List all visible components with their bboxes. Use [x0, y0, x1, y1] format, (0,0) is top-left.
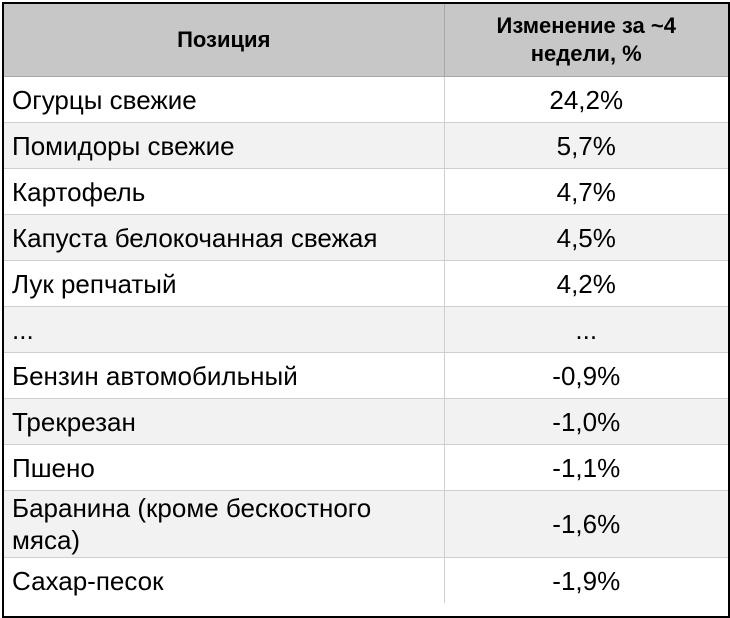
table-row: Сахар-песок -1,9% — [4, 557, 728, 603]
row-value: -0,9% — [444, 352, 728, 399]
row-value: 5,7% — [444, 122, 728, 169]
table-row: Помидоры свежие 5,7% — [4, 122, 728, 169]
price-change-table: Позиция Изменение за ~4 недели, % Огурцы… — [4, 4, 728, 603]
row-name: Картофель — [4, 168, 445, 215]
table-row: Лук репчатый 4,2% — [4, 260, 728, 307]
row-value: 4,5% — [444, 214, 728, 261]
table-row: Картофель 4,7% — [4, 168, 728, 215]
header-position: Позиция — [4, 4, 445, 77]
row-value: 4,2% — [444, 260, 728, 307]
table-row: Баранина (кроме бескостного мяса) -1,6% — [4, 490, 728, 558]
row-name: Лук репчатый — [4, 260, 445, 307]
row-value: -1,9% — [444, 557, 728, 603]
row-value: 24,2% — [444, 76, 728, 123]
table-row: Капуста белокочанная свежая 4,5% — [4, 214, 728, 261]
row-value: -1,1% — [444, 444, 728, 491]
row-value: -1,0% — [444, 398, 728, 445]
row-name: Капуста белокочанная свежая — [4, 214, 445, 261]
table-row: Огурцы свежие 24,2% — [4, 76, 728, 123]
row-name: Помидоры свежие — [4, 122, 445, 169]
row-value: 4,7% — [444, 168, 728, 215]
table-header-row: Позиция Изменение за ~4 недели, % — [4, 4, 728, 77]
row-name: ... — [4, 306, 445, 353]
table-row: ... ... — [4, 306, 728, 353]
row-name: Трекрезан — [4, 398, 445, 445]
table-row: Бензин автомобильный -0,9% — [4, 352, 728, 399]
row-name: Баранина (кроме бескостного мяса) — [4, 490, 445, 558]
header-change: Изменение за ~4 недели, % — [444, 4, 728, 77]
row-name: Огурцы свежие — [4, 76, 445, 123]
row-name: Пшено — [4, 444, 445, 491]
table-row: Трекрезан -1,0% — [4, 398, 728, 445]
row-value: ... — [444, 306, 728, 353]
row-name: Сахар-песок — [4, 557, 445, 603]
row-name: Бензин автомобильный — [4, 352, 445, 399]
table-row: Пшено -1,1% — [4, 444, 728, 491]
row-value: -1,6% — [444, 490, 728, 558]
